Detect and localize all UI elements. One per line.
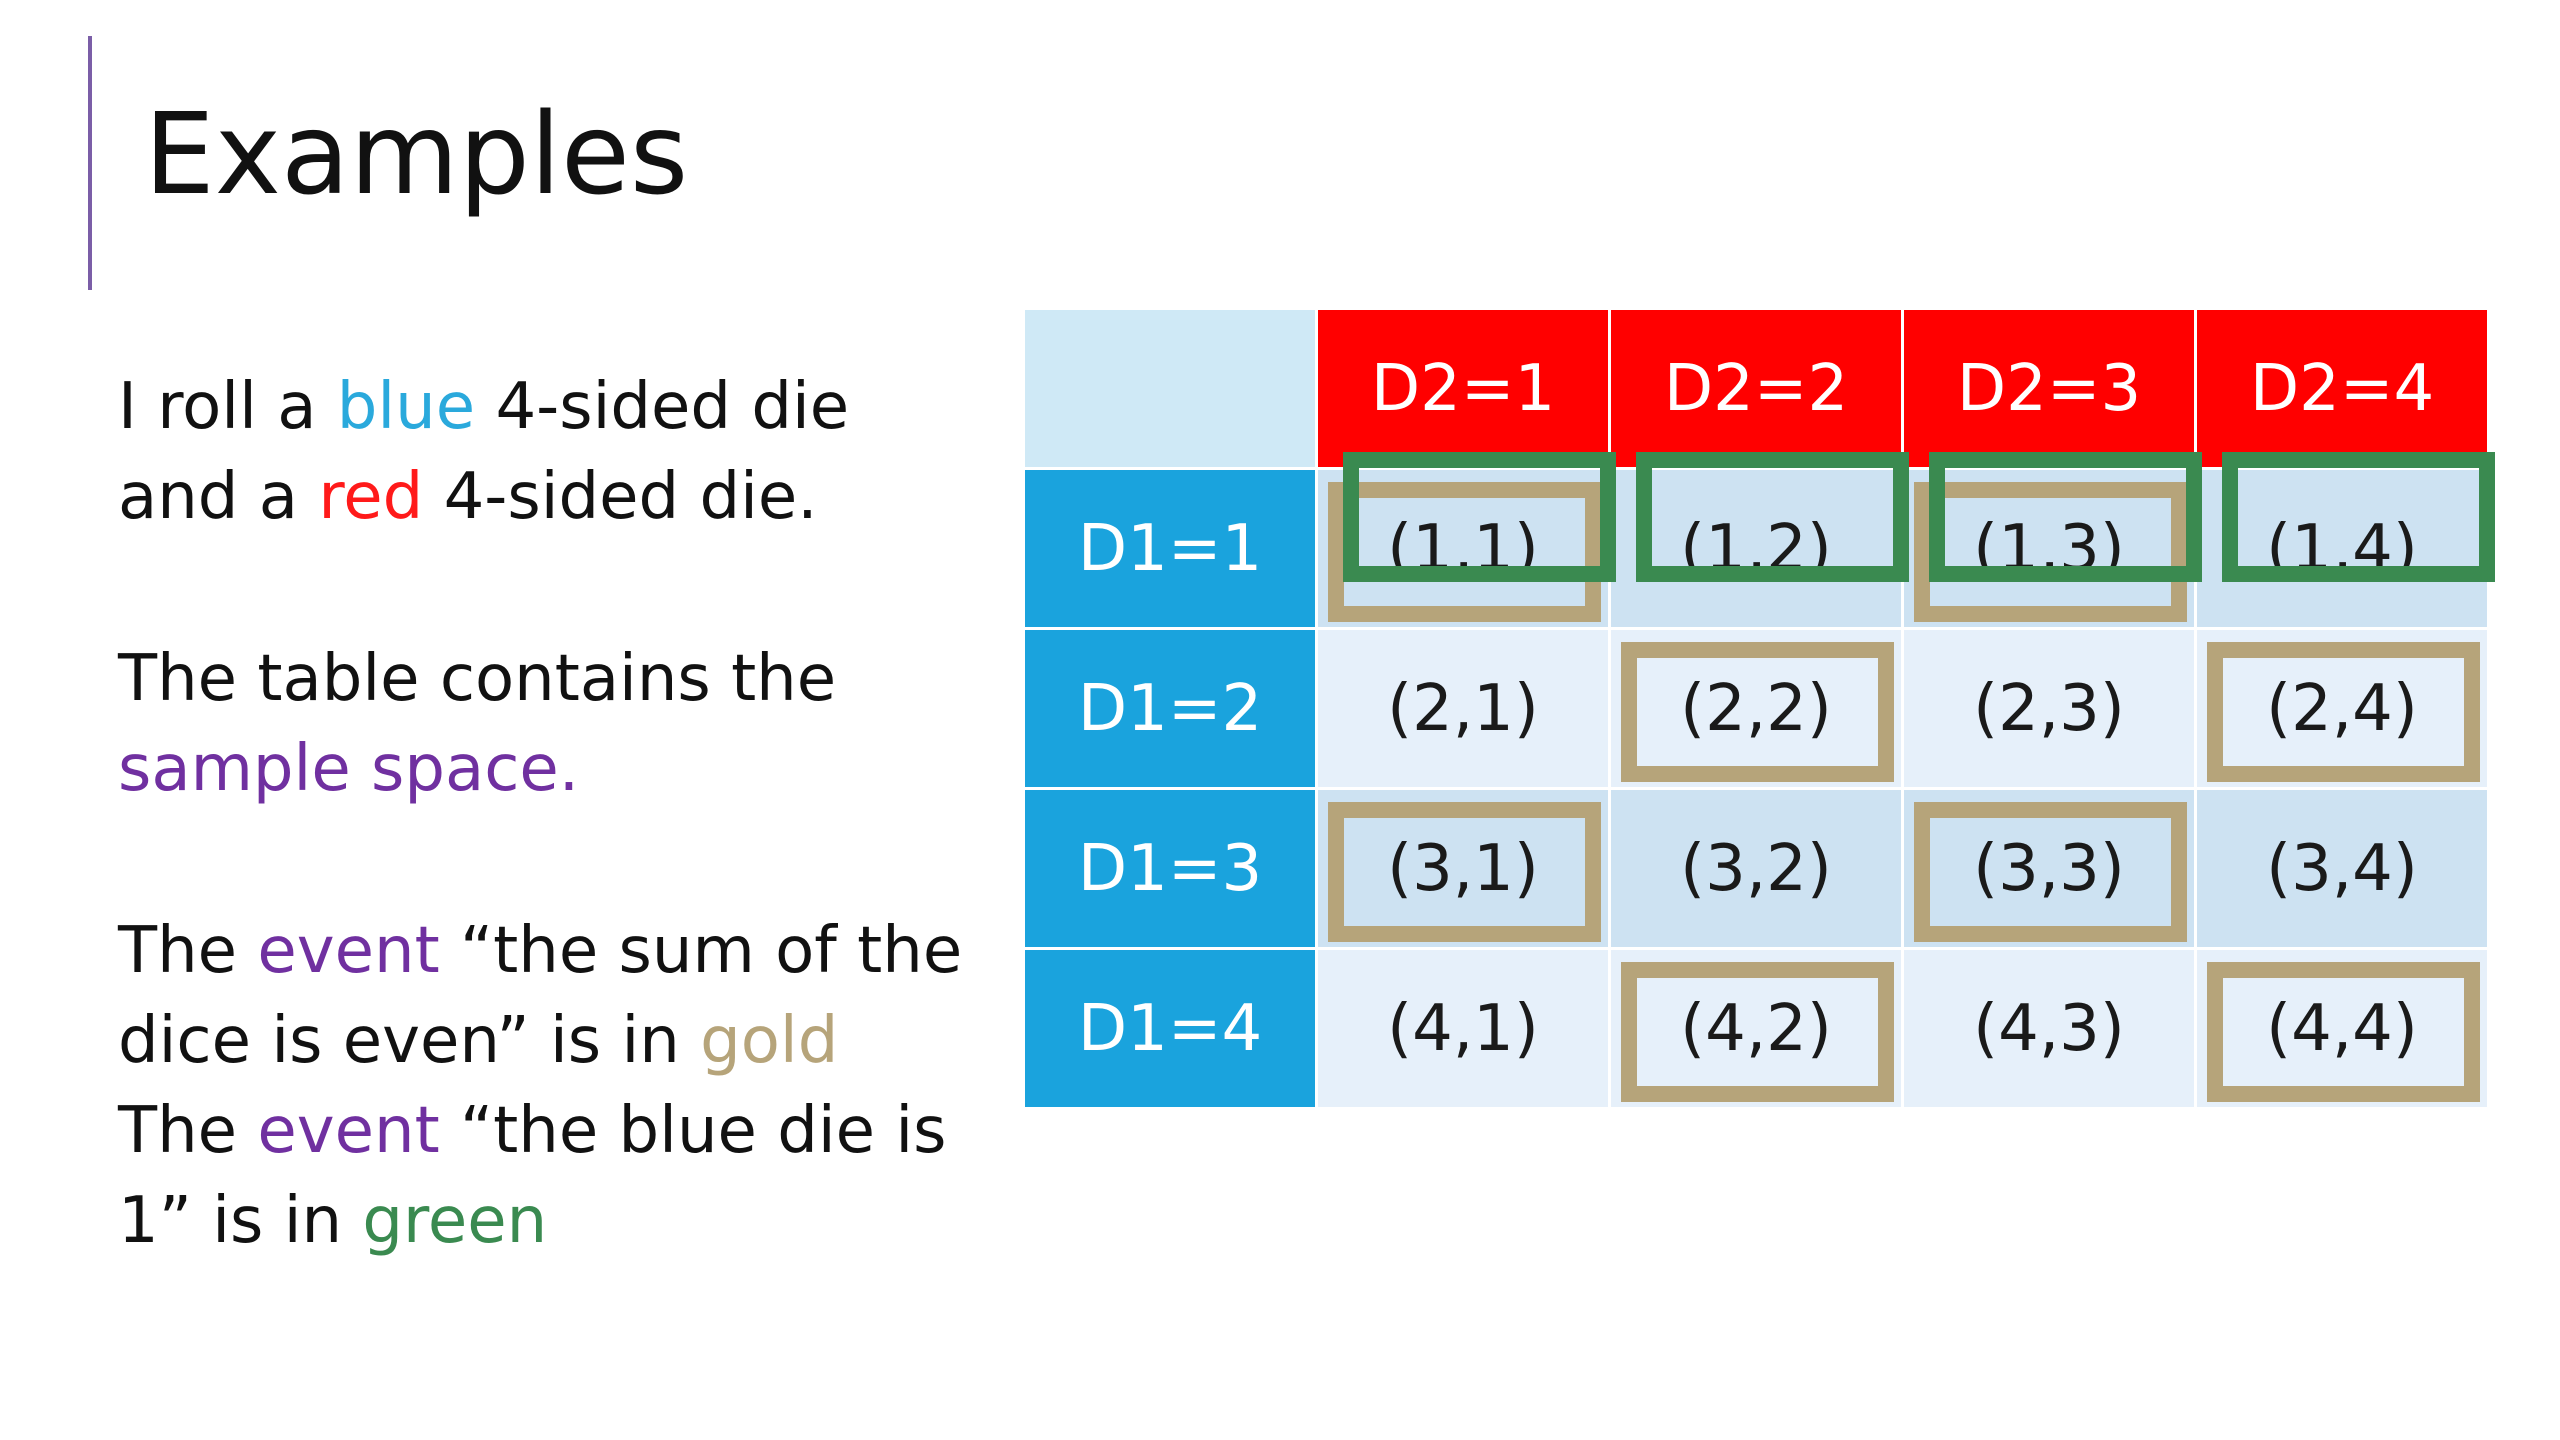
table-cell: (2,1): [1318, 630, 1611, 790]
table-corner-cell: [1025, 310, 1318, 470]
table-cell: (1,4): [2197, 470, 2490, 630]
green-word: green: [362, 1184, 548, 1258]
title-accent-bar: [88, 36, 92, 290]
table-cell: (1,1): [1318, 470, 1611, 630]
table-cell: (2,3): [1904, 630, 2197, 790]
sample-space-term: sample space.: [118, 732, 580, 806]
column-header-d2-4: D2=4: [2197, 310, 2490, 470]
table-cell: (4,2): [1611, 950, 1904, 1110]
row-header-d1-4: D1=4: [1025, 950, 1318, 1110]
text-run: 4-sided die: [475, 370, 850, 444]
dice-description: I roll a blue 4-sided die and a red 4-si…: [118, 362, 849, 542]
event-line-2: dice is even” is in gold: [118, 996, 962, 1086]
table-cell: (1,2): [1611, 470, 1904, 630]
event-term: event: [257, 1094, 440, 1168]
row-header-d1-3: D1=3: [1025, 790, 1318, 950]
blue-word: blue: [336, 370, 476, 444]
text-run: 4-sided die.: [423, 460, 818, 534]
event-description: The event “the sum of the dice is even” …: [118, 906, 962, 1266]
dice-description-line-2: and a red 4-sided die.: [118, 452, 849, 542]
row-header-d1-2: D1=2: [1025, 630, 1318, 790]
text-run: “the blue die is: [439, 1094, 947, 1168]
text-run: and a: [118, 460, 319, 534]
text-run: The: [118, 1094, 258, 1168]
table-cell: (2,4): [2197, 630, 2490, 790]
red-word: red: [318, 460, 424, 534]
text-run: I roll a: [118, 370, 337, 444]
dice-description-line-1: I roll a blue 4-sided die: [118, 362, 849, 452]
sample-space-description: The table contains the sample space.: [118, 634, 836, 814]
event-line-3: The event “the blue die is: [118, 1086, 962, 1176]
event-term: event: [257, 914, 440, 988]
table-cell: (4,3): [1904, 950, 2197, 1110]
text-run: The: [118, 914, 258, 988]
gold-word: gold: [700, 1004, 839, 1078]
event-line-1: The event “the sum of the: [118, 906, 962, 996]
table-cell: (3,4): [2197, 790, 2490, 950]
column-header-d2-3: D2=3: [1904, 310, 2197, 470]
table-cell: (3,2): [1611, 790, 1904, 950]
row-header-d1-1: D1=1: [1025, 470, 1318, 630]
column-header-d2-1: D2=1: [1318, 310, 1611, 470]
table-cell: (4,4): [2197, 950, 2490, 1110]
event-line-4: 1” is in green: [118, 1176, 962, 1266]
text-run: 1” is in: [118, 1184, 363, 1258]
table-cell: (3,3): [1904, 790, 2197, 950]
table-cell: (3,1): [1318, 790, 1611, 950]
text-run: “the sum of the: [439, 914, 963, 988]
sample-space-line-1: The table contains the: [118, 642, 837, 716]
table-cell: (2,2): [1611, 630, 1904, 790]
text-run: dice is even” is in: [118, 1004, 701, 1078]
table-cell: (4,1): [1318, 950, 1611, 1110]
table-cell: (1,3): [1904, 470, 2197, 630]
slide-title: Examples: [144, 90, 689, 220]
column-header-d2-2: D2=2: [1611, 310, 1904, 470]
